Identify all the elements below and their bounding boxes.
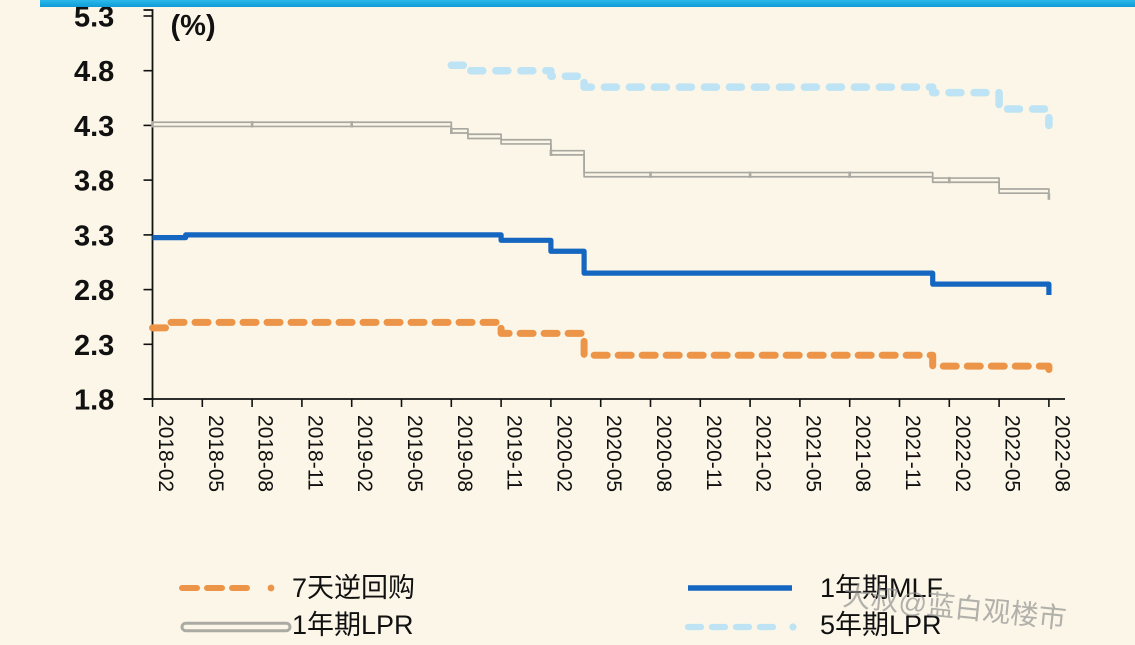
svg-text:3.8: 3.8 xyxy=(74,166,114,198)
svg-text:2021-11: 2021-11 xyxy=(901,415,924,491)
svg-text:2021-05: 2021-05 xyxy=(801,415,824,492)
svg-text:2018-11: 2018-11 xyxy=(303,415,326,491)
svg-text:2022-08: 2022-08 xyxy=(1050,415,1073,492)
svg-text:2019-11: 2019-11 xyxy=(503,415,526,491)
svg-text:7天逆回购: 7天逆回购 xyxy=(292,573,415,603)
svg-text:2.8: 2.8 xyxy=(74,275,114,307)
svg-text:2019-08: 2019-08 xyxy=(453,415,476,492)
svg-text:2020-11: 2020-11 xyxy=(702,415,725,491)
svg-text:2019-02: 2019-02 xyxy=(353,415,376,492)
svg-text:2021-02: 2021-02 xyxy=(752,415,775,492)
svg-text:2018-08: 2018-08 xyxy=(254,415,277,492)
svg-text:1年期LPR: 1年期LPR xyxy=(292,610,414,640)
svg-text:2022-05: 2022-05 xyxy=(1001,415,1024,492)
svg-text:2020-02: 2020-02 xyxy=(552,415,575,492)
svg-text:2.3: 2.3 xyxy=(74,330,114,362)
svg-text:4.3: 4.3 xyxy=(74,111,114,143)
svg-text:(%): (%) xyxy=(171,10,216,42)
svg-text:2020-08: 2020-08 xyxy=(652,415,675,492)
svg-text:2018-05: 2018-05 xyxy=(204,415,227,492)
svg-text:4.8: 4.8 xyxy=(74,56,114,88)
svg-text:3.3: 3.3 xyxy=(74,220,114,252)
svg-text:2021-08: 2021-08 xyxy=(851,415,874,492)
svg-text:2020-05: 2020-05 xyxy=(602,415,625,492)
svg-text:2022-02: 2022-02 xyxy=(951,415,974,492)
svg-text:2019-05: 2019-05 xyxy=(403,415,426,492)
svg-text:2018-02: 2018-02 xyxy=(154,415,177,492)
svg-text:1.8: 1.8 xyxy=(74,385,114,417)
